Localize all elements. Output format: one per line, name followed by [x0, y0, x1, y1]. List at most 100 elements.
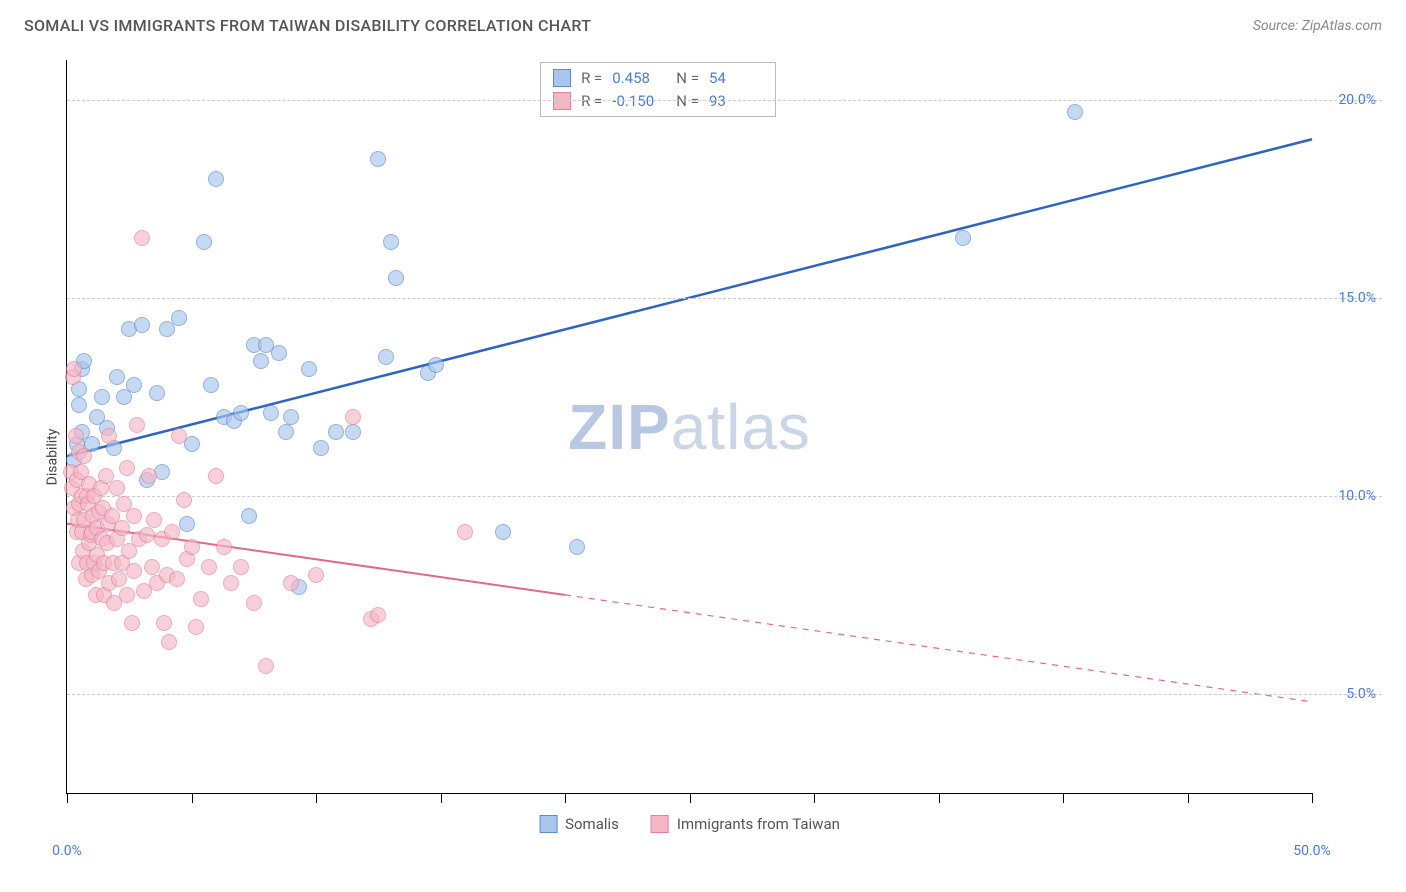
scatter-point-somalis: [283, 409, 299, 425]
scatter-point-taiwan: [246, 595, 262, 611]
plot-area: ZIPatlas R = 0.458 N = 54 R = -0.150 N =…: [66, 60, 1312, 794]
scatter-point-taiwan: [144, 559, 160, 575]
watermark: ZIPatlas: [568, 390, 811, 464]
chart-title: SOMALI VS IMMIGRANTS FROM TAIWAN DISABIL…: [24, 16, 591, 35]
scatter-point-somalis: [126, 377, 142, 393]
scatter-point-somalis: [383, 234, 399, 250]
x-tick: [1188, 793, 1189, 803]
scatter-point-somalis: [208, 171, 224, 187]
scatter-point-somalis: [278, 424, 294, 440]
scatter-point-taiwan: [124, 615, 140, 631]
scatter-point-somalis: [388, 270, 404, 286]
scatter-point-somalis: [233, 405, 249, 421]
x-tick: [1312, 793, 1313, 803]
scatter-point-somalis: [301, 361, 317, 377]
x-tick: [939, 793, 940, 803]
scatter-point-somalis: [253, 353, 269, 369]
scatter-point-taiwan: [169, 571, 185, 587]
gridline: [67, 496, 1382, 497]
scatter-point-taiwan: [216, 539, 232, 555]
scatter-point-taiwan: [139, 527, 155, 543]
scatter-point-somalis: [94, 389, 110, 405]
scatter-point-somalis: [71, 397, 87, 413]
scatter-point-taiwan: [161, 634, 177, 650]
scatter-point-taiwan: [370, 607, 386, 623]
scatter-point-taiwan: [126, 563, 142, 579]
scatter-point-taiwan: [223, 575, 239, 591]
scatter-point-somalis: [313, 440, 329, 456]
scatter-point-taiwan: [208, 468, 224, 484]
stat-label: R =: [581, 90, 602, 113]
scatter-point-taiwan: [171, 428, 187, 444]
x-tick: [67, 793, 68, 803]
stat-r-taiwan: -0.150: [612, 90, 666, 113]
scatter-point-somalis: [271, 345, 287, 361]
legend-item-taiwan: Immigrants from Taiwan: [651, 815, 840, 833]
scatter-point-taiwan: [111, 571, 127, 587]
y-tick-label: 5.0%: [1346, 686, 1376, 702]
x-tick: [441, 793, 442, 803]
scatter-point-somalis: [328, 424, 344, 440]
x-tick: [1063, 793, 1064, 803]
scatter-point-taiwan: [101, 428, 117, 444]
scatter-point-taiwan: [233, 559, 249, 575]
scatter-point-taiwan: [66, 361, 82, 377]
x-tick: [316, 793, 317, 803]
scatter-point-somalis: [569, 539, 585, 555]
scatter-point-somalis: [171, 310, 187, 326]
stat-n-somalis: 54: [709, 67, 763, 90]
scatter-point-taiwan: [156, 615, 172, 631]
scatter-point-taiwan: [114, 520, 130, 536]
stat-r-somalis: 0.458: [612, 67, 666, 90]
x-tick: [814, 793, 815, 803]
x-tick: [192, 793, 193, 803]
stats-legend-box: R = 0.458 N = 54 R = -0.150 N = 93: [540, 62, 776, 117]
scatter-point-taiwan: [126, 508, 142, 524]
source-attribution: Source: ZipAtlas.com: [1253, 18, 1382, 34]
swatch-somalis: [539, 815, 557, 833]
scatter-point-taiwan: [283, 575, 299, 591]
trend-lines: [67, 60, 1312, 793]
stat-label: R =: [581, 67, 602, 90]
scatter-point-somalis: [1067, 104, 1083, 120]
scatter-point-somalis: [203, 377, 219, 393]
legend-label: Somalis: [565, 815, 619, 833]
scatter-point-somalis: [134, 317, 150, 333]
scatter-point-somalis: [149, 385, 165, 401]
scatter-point-taiwan: [76, 448, 92, 464]
swatch-taiwan: [553, 92, 571, 110]
scatter-point-taiwan: [68, 428, 84, 444]
swatch-taiwan: [651, 815, 669, 833]
scatter-point-somalis: [955, 230, 971, 246]
y-axis-label: Disability: [44, 429, 60, 486]
scatter-point-somalis: [159, 321, 175, 337]
y-tick-label: 15.0%: [1338, 290, 1376, 306]
scatter-point-taiwan: [176, 492, 192, 508]
scatter-point-somalis: [370, 151, 386, 167]
x-tick-label: 50.0%: [1293, 843, 1331, 859]
scatter-point-taiwan: [146, 512, 162, 528]
bottom-legend: Somalis Immigrants from Taiwan: [539, 815, 840, 833]
legend-item-somalis: Somalis: [539, 815, 619, 833]
legend-label: Immigrants from Taiwan: [677, 815, 840, 833]
gridline: [67, 694, 1382, 695]
scatter-point-somalis: [196, 234, 212, 250]
gridline: [67, 298, 1382, 299]
swatch-somalis: [553, 69, 571, 87]
scatter-point-taiwan: [345, 409, 361, 425]
scatter-point-taiwan: [109, 480, 125, 496]
x-tick-label: 0.0%: [52, 843, 82, 859]
y-tick-label: 10.0%: [1338, 488, 1376, 504]
scatter-point-somalis: [495, 524, 511, 540]
scatter-point-taiwan: [119, 587, 135, 603]
scatter-point-taiwan: [258, 658, 274, 674]
stats-row-somalis: R = 0.458 N = 54: [553, 67, 763, 90]
trend-line-dashed-taiwan: [565, 595, 1312, 702]
scatter-point-taiwan: [188, 619, 204, 635]
scatter-point-taiwan: [193, 591, 209, 607]
y-tick-label: 20.0%: [1338, 92, 1376, 108]
chart-container: Disability ZIPatlas R = 0.458 N = 54 R =…: [24, 50, 1382, 864]
scatter-point-somalis: [179, 516, 195, 532]
scatter-point-somalis: [428, 357, 444, 373]
scatter-point-somalis: [241, 508, 257, 524]
